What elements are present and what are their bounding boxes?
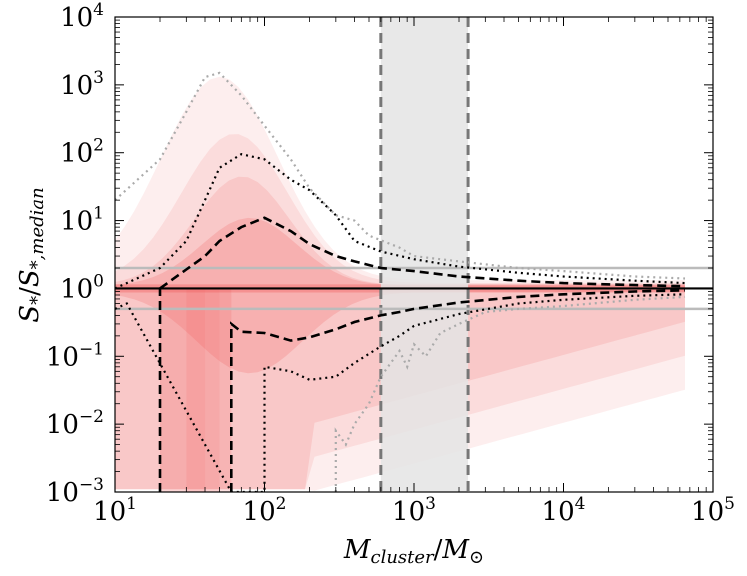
density-column-1	[186, 288, 206, 492]
x-tick-label-2: 103	[392, 494, 436, 527]
y-tick-label-0: 10−3	[46, 475, 104, 508]
series-upper-dotted	[115, 153, 686, 290]
axis-ticks: 101 102 103 104 105 10−3 10−2 10−1 100 101 102 103 1…	[46, 0, 735, 527]
x-tick-label-3: 104	[542, 494, 586, 527]
density-column-2	[205, 288, 220, 492]
x-tick-label-4: 105	[691, 494, 735, 527]
band-fill	[380, 17, 469, 492]
series-layer	[115, 71, 686, 492]
x-tick-label-0: 101	[93, 494, 137, 527]
density-level-4	[115, 217, 685, 374]
y-tick-label-3: 100	[60, 271, 104, 304]
y-tick-label-5: 102	[60, 136, 104, 169]
density-column-3	[219, 288, 232, 492]
series-lower-dashed-right	[230, 289, 686, 492]
y-tick-label-4: 101	[60, 204, 104, 237]
shaded-band	[379, 17, 470, 492]
x-tick-label-1: 102	[243, 494, 287, 527]
series-upper-dashed	[159, 216, 686, 290]
y-tick-label-7: 104	[60, 0, 104, 33]
y-tick-label-6: 103	[60, 68, 104, 101]
y-axis-label: S*/S*,median	[15, 187, 48, 322]
x-axis-label: Mcluster/M⊙	[343, 535, 484, 568]
density-column-0	[160, 288, 187, 492]
y-tick-label-1: 10−2	[46, 407, 104, 440]
y-tick-label-2: 10−1	[46, 339, 104, 372]
series-outer-lower-dotted	[334, 295, 686, 492]
